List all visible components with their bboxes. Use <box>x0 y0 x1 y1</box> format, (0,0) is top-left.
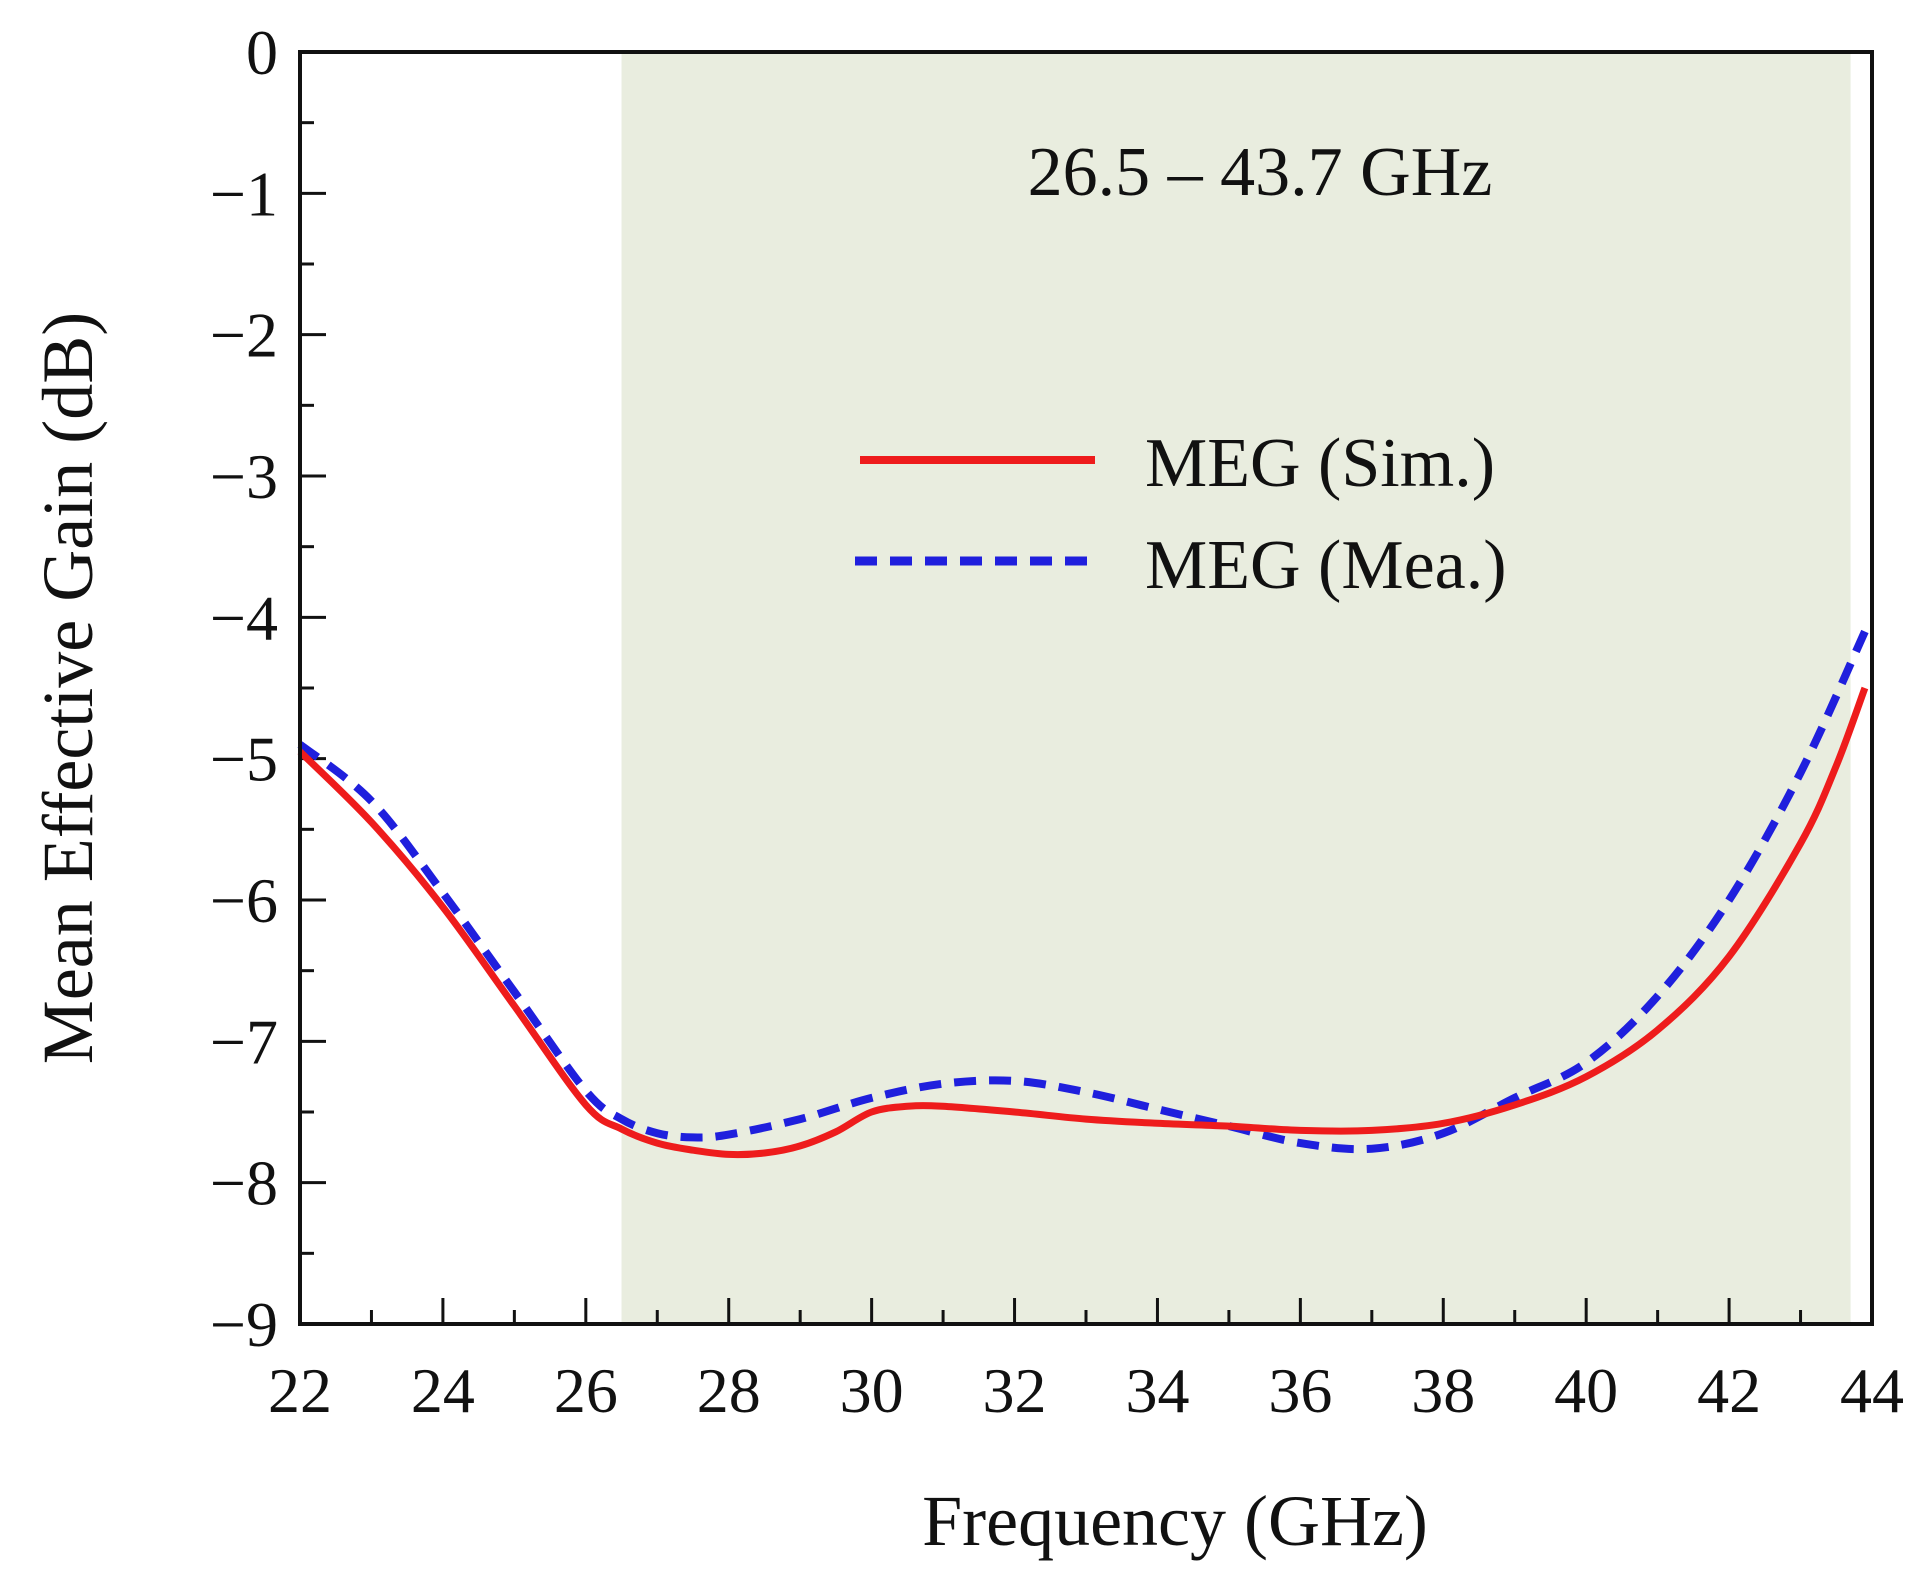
y-tick-label: −4 <box>210 582 278 653</box>
plot-frame <box>298 50 1874 1326</box>
x-tick-label: 30 <box>840 1355 904 1426</box>
x-tick-label: 44 <box>1840 1355 1904 1426</box>
y-tick-label: −2 <box>210 300 278 371</box>
x-tick-label: 28 <box>697 1355 761 1426</box>
x-tick-label: 42 <box>1697 1355 1761 1426</box>
y-tick-labels: 0 −1 −2 −3 −4 −5 −6 −7 −8 −9 <box>210 17 278 1360</box>
series-line-sim <box>297 686 1869 1159</box>
x-tick-label: 38 <box>1411 1355 1475 1426</box>
x-tick-label: 40 <box>1554 1355 1618 1426</box>
y-tick-label: −7 <box>210 1006 278 1077</box>
x-tick-labels: 22 24 26 28 30 32 34 36 38 40 42 44 <box>268 1355 1904 1426</box>
x-tick-label: 24 <box>411 1355 475 1426</box>
y-tick-label: −8 <box>210 1148 278 1219</box>
legend-label-sim: MEG (Sim.) <box>1145 425 1495 502</box>
x-tick-label: 36 <box>1268 1355 1332 1426</box>
series-line-mea <box>297 629 1869 1154</box>
y-tick-label: −3 <box>210 441 278 512</box>
x-axis-title: Frequency (GHz) <box>922 1481 1428 1561</box>
x-tick-label: 34 <box>1125 1355 1189 1426</box>
x-tick-label: 22 <box>268 1355 332 1426</box>
legend-label-mea: MEG (Mea.) <box>1145 527 1507 604</box>
y-axis-title: Mean Effective Gain (dB) <box>28 312 108 1064</box>
x-tick-label: 32 <box>983 1355 1047 1426</box>
series-layer <box>297 629 1869 1159</box>
band-annotation: 26.5 – 43.7 GHz <box>1028 134 1493 211</box>
legend: MEG (Sim.) MEG (Mea.) <box>855 425 1507 604</box>
y-tick-label: −1 <box>210 158 278 229</box>
y-tick-label: −5 <box>210 724 278 795</box>
x-tick-label: 26 <box>554 1355 618 1426</box>
shaded-frequency-band <box>621 52 1851 1324</box>
y-tick-label: −6 <box>210 865 278 936</box>
y-tick-label: 0 <box>246 17 278 88</box>
y-tick-label: −9 <box>210 1289 278 1360</box>
